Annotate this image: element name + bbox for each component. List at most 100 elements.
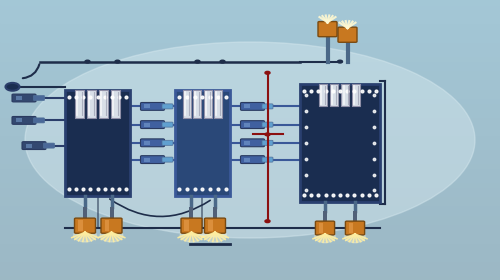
Bar <box>0 154 500 159</box>
FancyBboxPatch shape <box>240 121 264 129</box>
Bar <box>0 145 500 149</box>
Bar <box>0 140 500 145</box>
FancyBboxPatch shape <box>316 221 334 235</box>
Bar <box>0 177 500 182</box>
Circle shape <box>195 60 200 63</box>
FancyBboxPatch shape <box>262 140 273 145</box>
Bar <box>144 141 150 145</box>
FancyBboxPatch shape <box>12 116 36 124</box>
FancyBboxPatch shape <box>140 121 164 129</box>
FancyBboxPatch shape <box>101 218 122 233</box>
Bar <box>184 220 189 231</box>
Bar <box>0 93 500 98</box>
Circle shape <box>265 220 270 223</box>
Bar <box>0 243 500 247</box>
Bar <box>0 79 500 84</box>
FancyBboxPatch shape <box>34 95 44 101</box>
FancyBboxPatch shape <box>240 102 264 110</box>
Bar <box>144 158 150 162</box>
FancyBboxPatch shape <box>346 221 364 235</box>
Bar <box>0 173 500 177</box>
Circle shape <box>265 133 270 136</box>
Bar <box>0 126 500 131</box>
Bar <box>0 47 500 51</box>
Bar <box>0 56 500 61</box>
Bar <box>214 90 222 118</box>
Bar <box>0 23 500 28</box>
Bar <box>0 131 500 135</box>
FancyBboxPatch shape <box>140 156 164 164</box>
Bar <box>0 201 500 205</box>
Bar <box>244 141 250 145</box>
Circle shape <box>344 231 366 243</box>
Bar <box>320 84 328 106</box>
Circle shape <box>314 231 336 243</box>
Bar <box>0 247 500 252</box>
Bar <box>16 118 22 122</box>
FancyBboxPatch shape <box>262 122 273 127</box>
FancyBboxPatch shape <box>34 118 44 123</box>
Bar <box>0 196 500 201</box>
Bar <box>0 121 500 126</box>
Bar <box>0 168 500 173</box>
Circle shape <box>220 60 225 63</box>
Bar <box>0 224 500 229</box>
FancyBboxPatch shape <box>162 157 173 162</box>
Bar <box>319 223 323 233</box>
Bar <box>0 84 500 89</box>
Bar <box>0 5 500 9</box>
Bar <box>244 123 250 127</box>
FancyBboxPatch shape <box>162 122 173 127</box>
Bar <box>330 84 338 106</box>
Bar <box>0 219 500 224</box>
Bar <box>0 28 500 33</box>
Bar <box>342 84 349 106</box>
Bar <box>0 75 500 79</box>
Bar <box>0 215 500 219</box>
Bar <box>208 220 212 231</box>
Bar <box>78 220 82 231</box>
Circle shape <box>85 60 90 63</box>
FancyBboxPatch shape <box>74 218 96 233</box>
Bar <box>144 104 150 108</box>
Bar <box>0 163 500 168</box>
Bar <box>0 210 500 215</box>
Bar <box>0 42 500 47</box>
Bar <box>0 275 500 280</box>
Bar <box>87 90 96 118</box>
Circle shape <box>100 229 123 242</box>
Bar <box>0 37 500 42</box>
Bar <box>300 84 380 202</box>
Circle shape <box>6 83 20 91</box>
Bar <box>0 238 500 243</box>
FancyBboxPatch shape <box>22 142 46 150</box>
Bar <box>110 207 114 219</box>
FancyBboxPatch shape <box>162 104 173 109</box>
FancyBboxPatch shape <box>162 140 173 145</box>
Bar <box>0 257 500 261</box>
FancyBboxPatch shape <box>240 139 264 147</box>
Bar <box>0 266 500 271</box>
Bar <box>0 0 500 5</box>
Bar <box>0 187 500 191</box>
Bar <box>183 90 191 118</box>
Circle shape <box>338 60 342 63</box>
FancyBboxPatch shape <box>140 102 164 110</box>
Bar <box>26 144 32 148</box>
FancyBboxPatch shape <box>318 22 337 37</box>
Bar <box>244 158 250 162</box>
Circle shape <box>115 60 120 63</box>
Bar <box>0 159 500 163</box>
Bar <box>193 90 201 118</box>
Bar <box>0 103 500 107</box>
FancyBboxPatch shape <box>240 156 264 164</box>
Bar <box>83 207 87 219</box>
Bar <box>323 211 327 222</box>
Circle shape <box>74 229 96 242</box>
Bar <box>0 271 500 275</box>
Bar <box>0 261 500 266</box>
Bar <box>0 229 500 233</box>
FancyBboxPatch shape <box>262 157 273 162</box>
Bar <box>0 191 500 196</box>
Bar <box>0 117 500 121</box>
